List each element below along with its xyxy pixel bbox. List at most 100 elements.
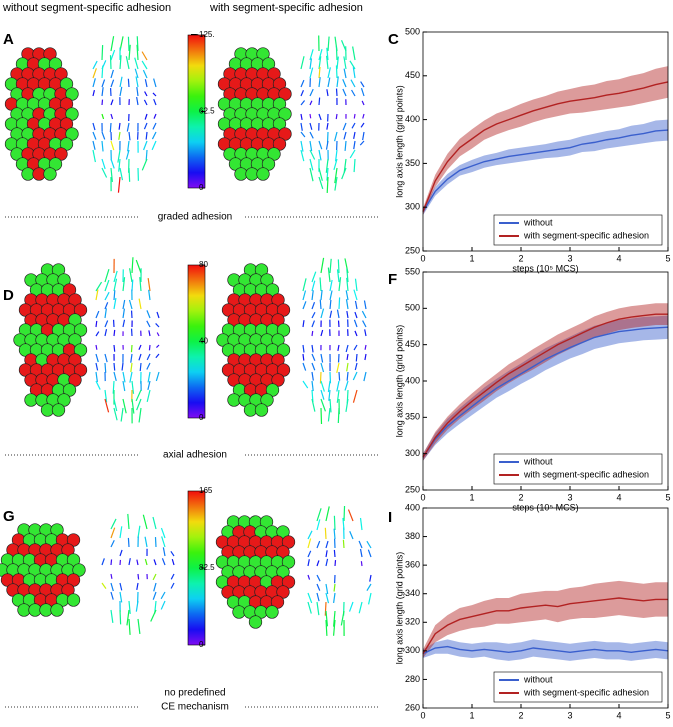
y-tick-label: 400	[405, 502, 420, 512]
flow-arrow	[317, 541, 320, 548]
flow-arrow	[363, 132, 364, 140]
flow-arrow	[119, 123, 120, 130]
y-tick-label: 350	[405, 158, 420, 168]
flow-arrow	[354, 290, 357, 300]
flow-arrow	[354, 141, 355, 149]
flow-arrow	[156, 354, 159, 358]
flow-arrow	[111, 610, 113, 623]
flow-arrow	[319, 77, 320, 87]
x-tick-label: 1	[469, 492, 474, 502]
flow-arrow	[102, 583, 106, 589]
flow-arrow	[317, 602, 319, 615]
flow-arrow	[114, 363, 115, 371]
flow-arrow	[147, 354, 150, 360]
flow-arrow	[343, 89, 346, 96]
flow-arrow	[348, 510, 353, 521]
flow-arrow	[120, 77, 122, 87]
colorbar-tick-label: 80	[199, 260, 208, 269]
flow-arrow	[352, 123, 355, 128]
y-tick-label: 320	[405, 617, 420, 627]
flow-arrow	[154, 559, 156, 565]
flow-arrow	[355, 331, 357, 336]
flow-arrow	[142, 159, 147, 170]
flow-arrow	[338, 345, 339, 351]
y-tick-label: 300	[405, 448, 420, 458]
flow-arrow	[370, 575, 371, 582]
flow-arrow	[312, 272, 316, 282]
flow-arrow	[102, 168, 107, 178]
flow-arrow	[337, 76, 338, 87]
flow-arrow	[102, 45, 103, 60]
colorbar-tick-label: 165	[199, 486, 213, 495]
flow-arrow	[328, 37, 329, 51]
flow-arrow	[350, 61, 355, 69]
flow-arrow	[343, 79, 346, 87]
flow-arrow	[122, 363, 123, 371]
flow-arrow	[157, 332, 159, 336]
flow-arrow	[312, 331, 313, 336]
flow-arrow	[153, 592, 156, 600]
flow-arrow	[328, 408, 330, 421]
colorbar-tick-label: 0	[199, 183, 204, 192]
error-band	[423, 120, 668, 215]
flow-arrow	[321, 309, 324, 318]
flow-arrow	[317, 575, 320, 581]
y-tick-label: 450	[405, 339, 420, 349]
flow-arrow	[319, 141, 322, 149]
flow-arrow	[105, 321, 108, 327]
legend-label: with segment-specific adhesion	[523, 469, 649, 479]
flow-arrow	[319, 150, 321, 160]
section-label: graded adhesion	[158, 212, 233, 223]
flow-arrow	[111, 141, 114, 150]
flow-arrow	[154, 583, 156, 591]
flow-arrow	[368, 550, 371, 557]
y-tick-label: 400	[405, 375, 420, 385]
flow-arrow	[321, 408, 322, 424]
flow-arrow	[353, 372, 357, 380]
flow-arrow	[337, 310, 339, 318]
flow-arrow	[308, 602, 311, 614]
cell	[249, 616, 262, 629]
flow-arrow	[365, 345, 366, 350]
flow-arrow	[312, 372, 313, 381]
flow-arrow	[123, 320, 125, 327]
flow-arrow	[96, 345, 97, 350]
flow-arrow	[312, 312, 315, 318]
flow-arrow	[172, 559, 174, 565]
flow-arrow	[120, 610, 121, 624]
flow-arrow	[148, 372, 150, 382]
y-tick-label: 280	[405, 674, 420, 684]
flow-arrow	[93, 123, 95, 130]
flow-arrow	[145, 537, 147, 547]
flow-arrow	[310, 123, 312, 130]
panel-letter: F	[388, 271, 397, 288]
flow-arrow	[139, 408, 141, 422]
flow-arrow	[144, 100, 147, 105]
flow-arrow	[142, 61, 147, 69]
flow-arrow	[129, 132, 130, 140]
flow-arrow	[347, 372, 348, 381]
flow-arrow	[303, 278, 306, 291]
flow-arrow	[326, 584, 328, 594]
flow-arrow	[96, 321, 97, 327]
flow-arrow	[334, 516, 335, 530]
flow-arrow	[144, 141, 147, 150]
flow-arrow	[361, 549, 362, 557]
flow-arrow	[143, 70, 147, 78]
flow-arrow	[303, 345, 304, 353]
x-tick-label: 0	[420, 492, 425, 502]
flow-arrow	[139, 354, 141, 360]
flow-arrow	[353, 390, 357, 403]
flow-arrow	[93, 150, 95, 162]
flow-arrow	[127, 123, 129, 131]
flow-arrow	[111, 592, 113, 600]
flow-arrow	[308, 559, 309, 566]
flow-arrow	[110, 123, 111, 132]
x-tick-label: 4	[616, 710, 621, 720]
colorbar-tick-label: 62.5	[199, 107, 215, 116]
flow-arrow	[120, 592, 122, 602]
error-band	[423, 316, 668, 461]
flow-arrow	[96, 381, 100, 390]
flow-arrow	[360, 141, 364, 145]
